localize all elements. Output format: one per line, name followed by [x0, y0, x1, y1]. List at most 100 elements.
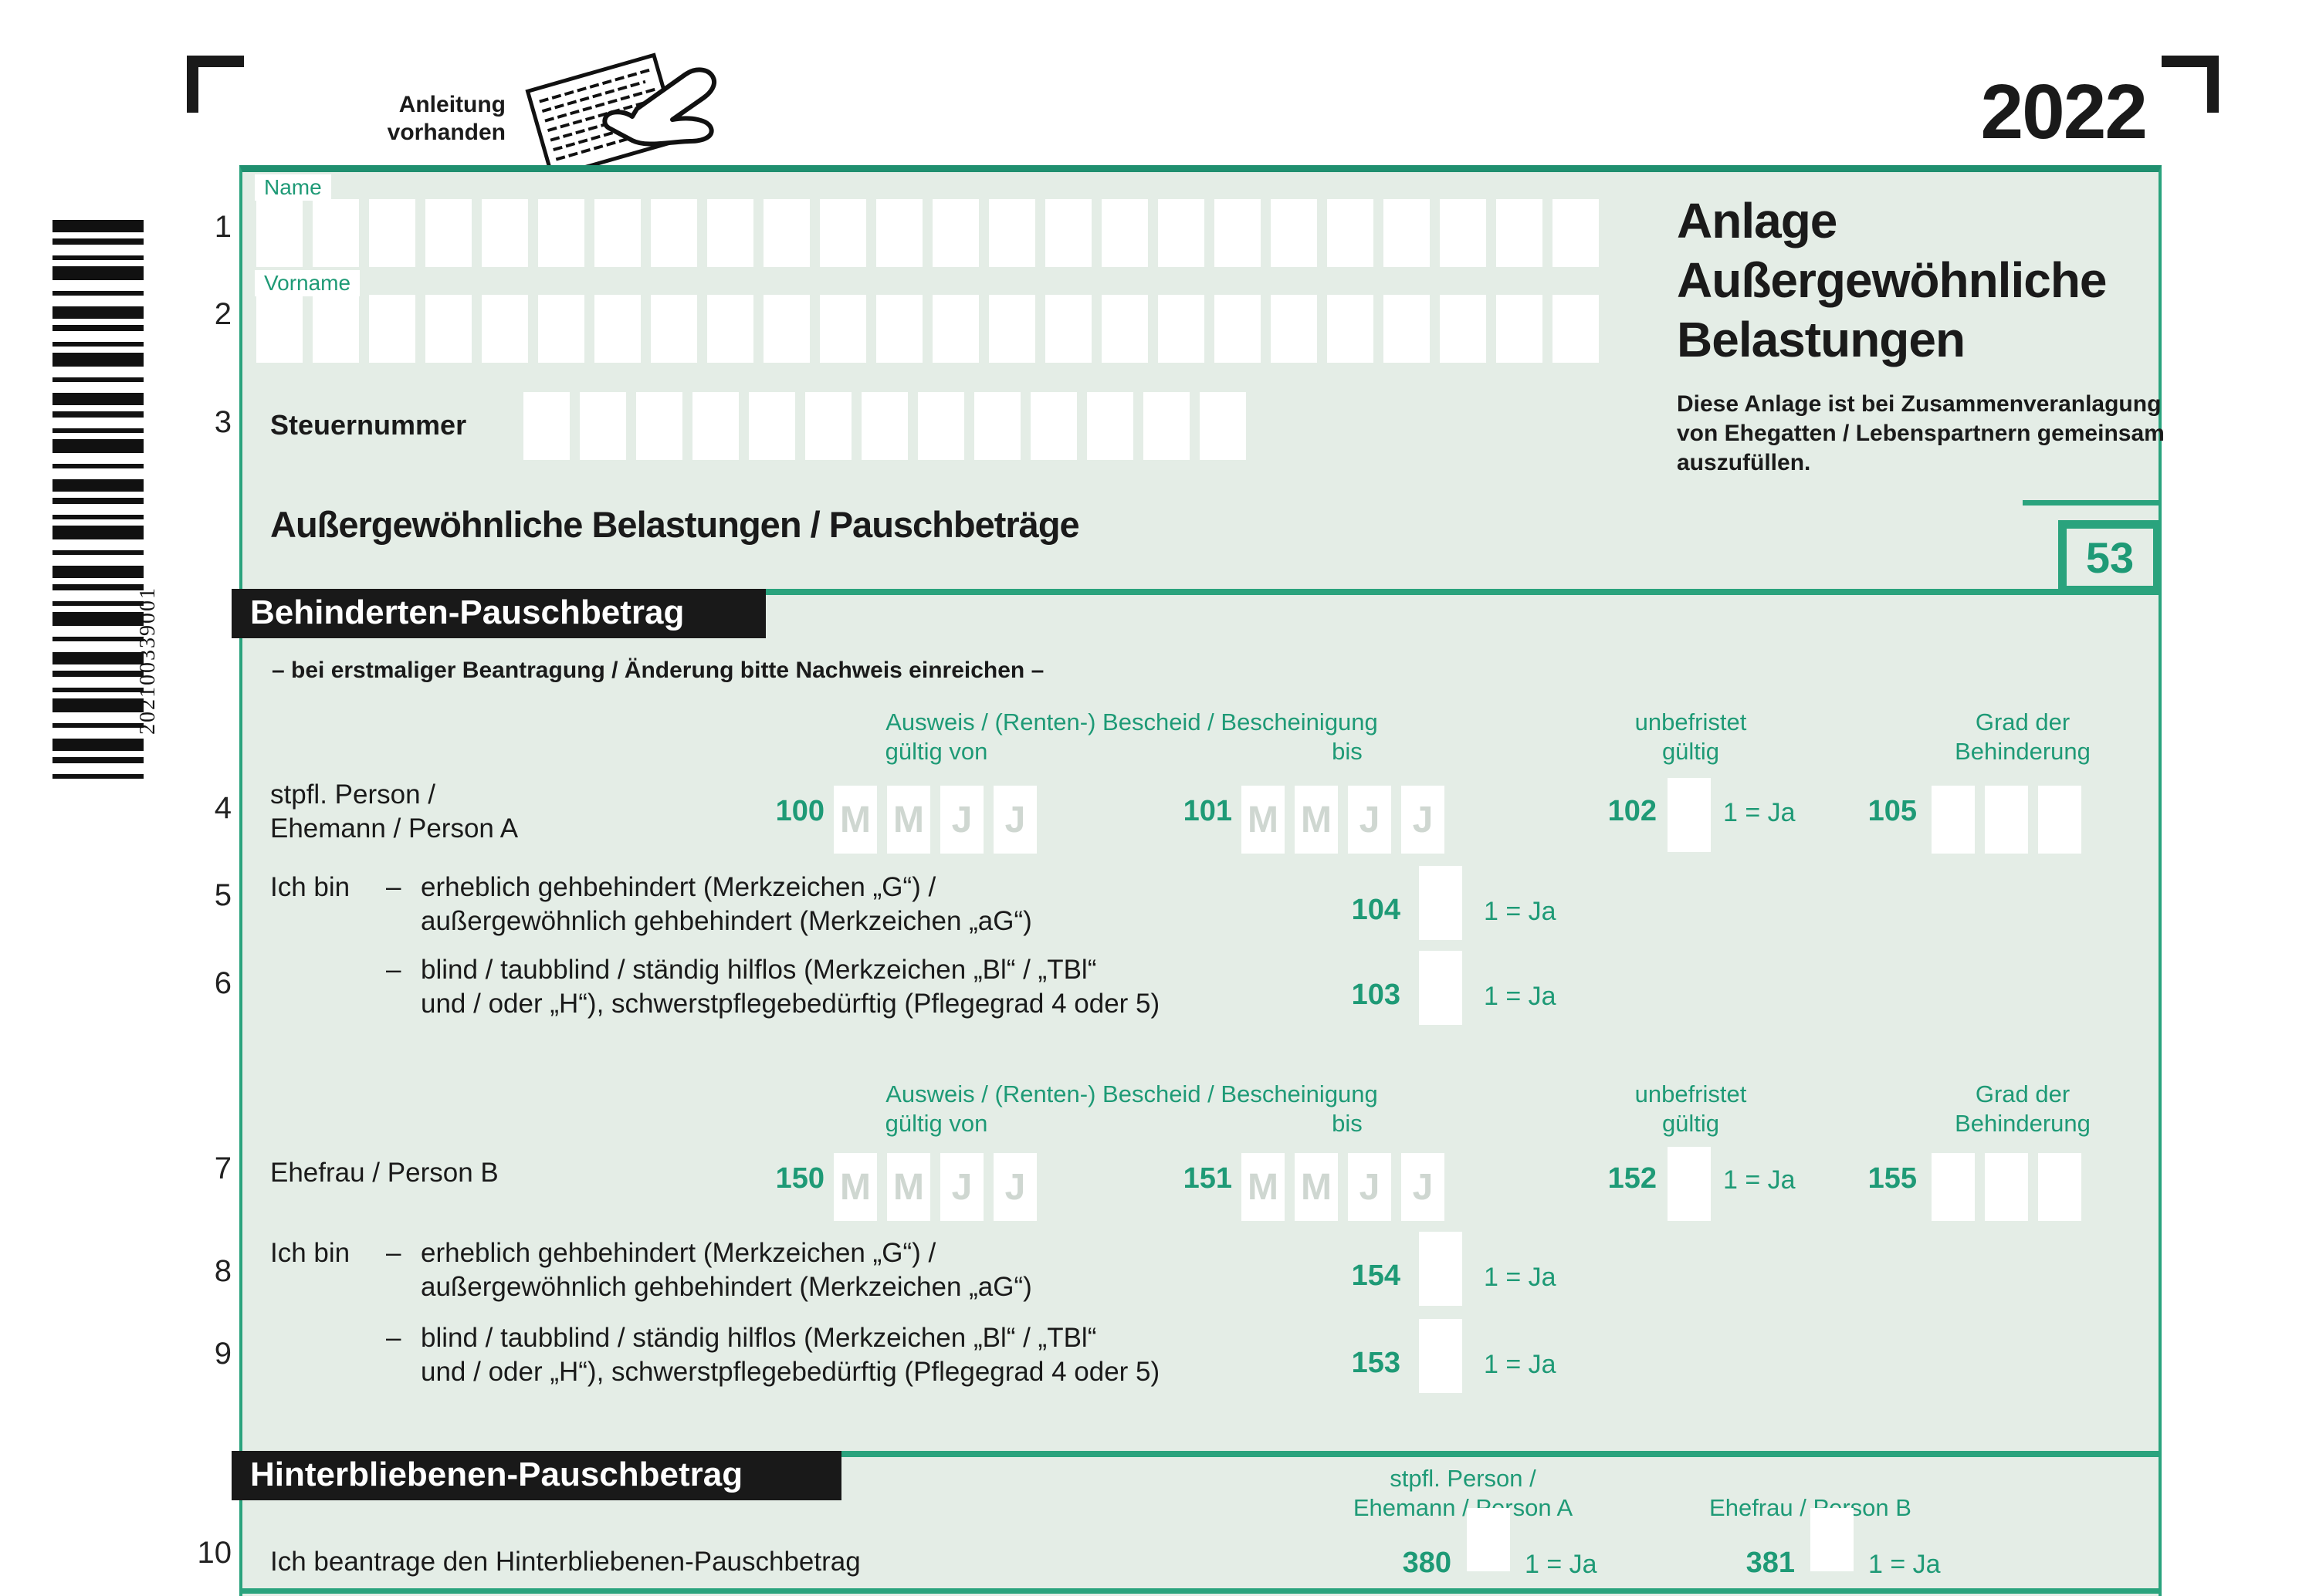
- checkbox-380[interactable]: [1467, 1508, 1510, 1571]
- bottom-section-rule: [242, 1588, 2159, 1594]
- section-bar-behinderten: Behinderten-Pauschbetrag: [232, 589, 766, 638]
- checkbox-154[interactable]: [1419, 1232, 1462, 1306]
- line-number-10: 10: [197, 1536, 232, 1570]
- ja-label-104: 1 = Ja: [1484, 897, 1556, 926]
- instruction-note: Anleitung vorhanden: [324, 91, 506, 147]
- header-gueltig-von-2: gültig von: [885, 1110, 988, 1137]
- person-a-label-line1: stpfl. Person /: [270, 779, 435, 810]
- form-title-line1: Anlage: [1677, 193, 1837, 249]
- barcode: [52, 220, 144, 780]
- header-behinderung-1: Behinderung: [1955, 738, 2091, 765]
- field-number-153: 153: [1351, 1347, 1400, 1379]
- header-ausweis-1: Ausweis / (Renten-) Bescheid / Bescheini…: [885, 708, 1378, 735]
- barcode-number: 202100339001: [136, 587, 160, 735]
- ja-label-152: 1 = Ja: [1723, 1165, 1796, 1195]
- field-number-380: 380: [1402, 1547, 1451, 1579]
- joint-filing-note: Diese Anlage ist bei Zusammenveranlagung…: [1677, 391, 2165, 475]
- dash-row5: –: [386, 872, 401, 902]
- line-number-4: 4: [214, 791, 232, 825]
- checkbox-102[interactable]: [1668, 778, 1711, 852]
- checkbox-381[interactable]: [1810, 1508, 1854, 1571]
- crop-mark-top-left: [187, 56, 244, 113]
- header-bis-1: bis: [1332, 738, 1363, 765]
- line-number-7: 7: [214, 1151, 232, 1185]
- form-code-box: 53: [2058, 520, 2162, 594]
- gehbehindert-text-a: erheblich gehbehindert (Merkzeichen „G“)…: [421, 871, 1032, 938]
- instruction-manual-icon: [525, 52, 717, 174]
- header-col-a-line2: Ehemann / Person A: [1353, 1494, 1573, 1521]
- pointing-hand-icon: [602, 67, 717, 147]
- evidence-note: – bei erstmaliger Beantragung / Änderung…: [272, 658, 1045, 683]
- header-col-a-line1: stpfl. Person /: [1390, 1465, 1536, 1492]
- ja-label-153: 1 = Ja: [1484, 1350, 1556, 1379]
- crop-mark-top-right: [2162, 56, 2219, 113]
- steuernummer-character-boxes[interactable]: [523, 392, 1246, 460]
- name-character-boxes[interactable]: [256, 199, 1599, 267]
- gehbehindert-a-line1: erheblich gehbehindert (Merkzeichen „G“)…: [421, 872, 936, 902]
- dash-row8: –: [386, 1238, 401, 1268]
- gehbehindert-text-b: erheblich gehbehindert (Merkzeichen „G“)…: [421, 1236, 1032, 1304]
- header-behinderung-2: Behinderung: [1955, 1110, 2091, 1137]
- line-number-2: 2: [214, 297, 232, 331]
- name-field-label: Name: [255, 174, 331, 201]
- blind-text-b: blind / taubblind / ständig hilflos (Mer…: [421, 1321, 1160, 1389]
- section-rule-hinterbliebenen: [841, 1451, 2160, 1457]
- gehbehindert-a-line2: außergewöhnlich gehbehindert (Merkzeiche…: [421, 906, 1032, 936]
- vorname-field-label: Vorname: [255, 270, 361, 296]
- field-number-150: 150: [775, 1162, 824, 1195]
- line-number-6: 6: [214, 966, 232, 1000]
- line-number-8: 8: [214, 1254, 232, 1288]
- blind-b-line1: blind / taubblind / ständig hilflos (Mer…: [421, 1323, 1097, 1353]
- checkbox-153[interactable]: [1419, 1319, 1462, 1393]
- field-number-102: 102: [1607, 795, 1657, 827]
- steuernummer-label: Steuernummer: [270, 409, 467, 441]
- blind-text-a: blind / taubblind / ständig hilflos (Mer…: [421, 953, 1160, 1021]
- field-number-154: 154: [1351, 1260, 1400, 1292]
- ja-label-380: 1 = Ja: [1525, 1550, 1597, 1579]
- ja-label-154: 1 = Ja: [1484, 1263, 1556, 1292]
- form-title: Anlage Außergewöhnliche Belastungen: [1677, 191, 2171, 370]
- field-number-381: 381: [1745, 1547, 1795, 1579]
- instruction-note-line2: vorhanden: [387, 120, 506, 145]
- ja-label-381: 1 = Ja: [1868, 1550, 1941, 1579]
- instruction-note-line1: Anleitung: [398, 92, 506, 117]
- header-gueltig-von-1: gültig von: [885, 738, 988, 765]
- line-number-9: 9: [214, 1337, 232, 1371]
- ja-label-103: 1 = Ja: [1484, 982, 1556, 1011]
- gehbehindert-b-line2: außergewöhnlich gehbehindert (Merkzeiche…: [421, 1272, 1032, 1302]
- blind-b-line2: und / oder „H“), schwerstpflegebedürftig…: [421, 1357, 1160, 1387]
- grad-input-155[interactable]: [1932, 1153, 2081, 1221]
- line-number-1: 1: [214, 210, 232, 244]
- form-title-line2: Außergewöhnliche: [1677, 252, 2108, 308]
- checkbox-152[interactable]: [1668, 1147, 1711, 1221]
- header-unbefristet-1: unbefristet: [1634, 708, 1747, 735]
- field-number-105: 105: [1867, 795, 1917, 827]
- blind-a-line2: und / oder „H“), schwerstpflegebedürftig…: [421, 989, 1160, 1019]
- dash-row9: –: [386, 1323, 401, 1353]
- line-number-3: 3: [214, 405, 232, 439]
- grad-input-105[interactable]: [1932, 786, 2081, 854]
- field-number-155: 155: [1867, 1162, 1917, 1195]
- section-rule-behinderten: [766, 589, 2160, 595]
- ja-label-102: 1 = Ja: [1723, 798, 1796, 827]
- checkbox-103[interactable]: [1419, 951, 1462, 1025]
- header-grad-der-1: Grad der: [1975, 708, 2071, 735]
- code-box-tick: [2023, 500, 2162, 506]
- field-number-152: 152: [1607, 1162, 1657, 1195]
- dash-row6: –: [386, 955, 401, 985]
- header-gueltig-1: gültig: [1661, 738, 1720, 765]
- field-number-151: 151: [1183, 1162, 1232, 1195]
- vorname-character-boxes[interactable]: [256, 295, 1599, 363]
- header-ausweis-2: Ausweis / (Renten-) Bescheid / Bescheini…: [885, 1080, 1378, 1107]
- header-gueltig-2: gültig: [1661, 1110, 1720, 1137]
- field-number-103: 103: [1351, 979, 1400, 1011]
- person-a-label-line2: Ehemann / Person A: [270, 813, 519, 844]
- year-label: 2022: [1980, 69, 2148, 155]
- checkbox-104[interactable]: [1419, 866, 1462, 940]
- gehbehindert-b-line1: erheblich gehbehindert (Merkzeichen „G“)…: [421, 1238, 936, 1268]
